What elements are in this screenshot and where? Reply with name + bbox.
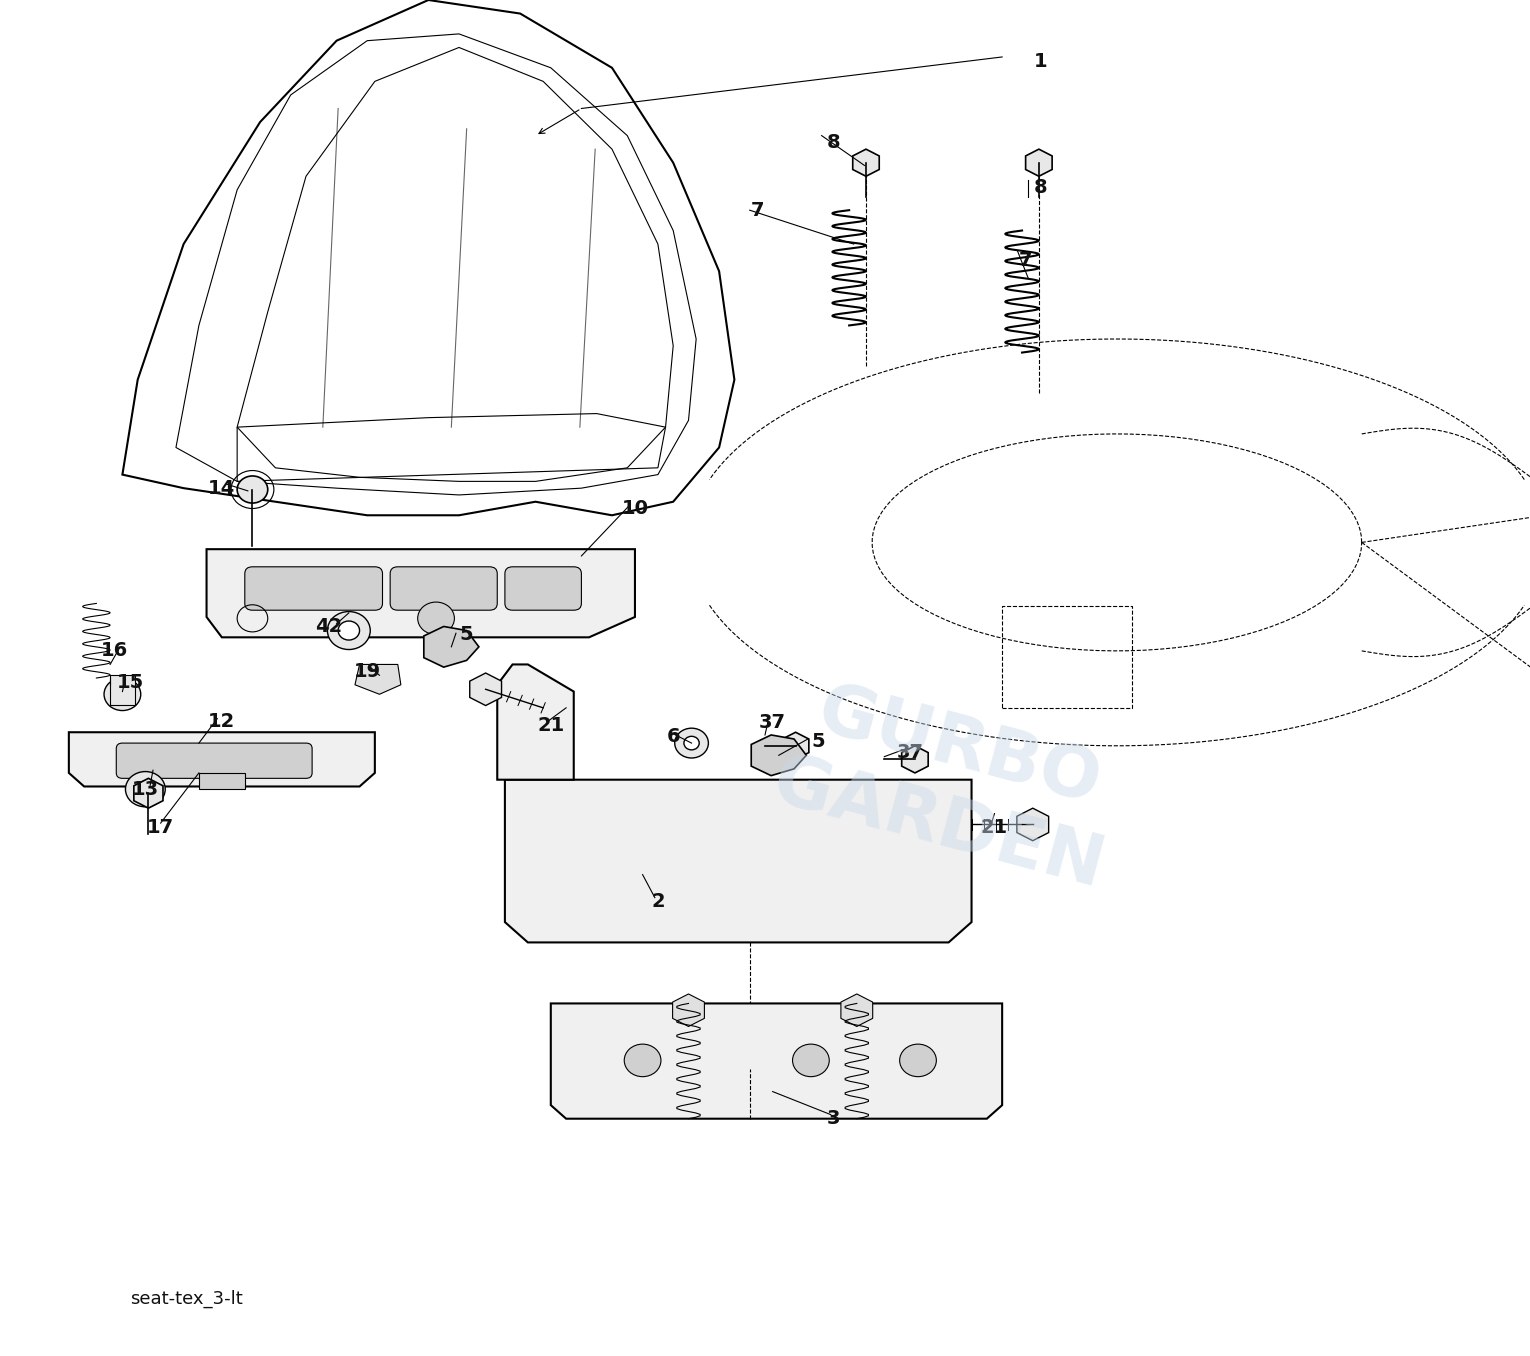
Polygon shape <box>782 732 809 759</box>
Text: 2: 2 <box>652 892 664 911</box>
Text: 12: 12 <box>208 712 236 731</box>
Text: 17: 17 <box>147 818 174 837</box>
FancyBboxPatch shape <box>505 567 581 610</box>
Circle shape <box>104 678 141 711</box>
Circle shape <box>125 772 165 807</box>
Text: 3: 3 <box>828 1109 840 1128</box>
Circle shape <box>793 1044 829 1077</box>
Text: 8: 8 <box>828 133 840 152</box>
Text: 1: 1 <box>1034 52 1047 71</box>
Polygon shape <box>505 780 972 942</box>
Polygon shape <box>842 994 872 1026</box>
Text: 37: 37 <box>897 743 924 762</box>
Polygon shape <box>470 673 502 705</box>
Text: 8: 8 <box>1034 178 1047 197</box>
Text: 7: 7 <box>1019 251 1031 270</box>
Bar <box>110 675 135 705</box>
FancyBboxPatch shape <box>390 567 497 610</box>
Circle shape <box>327 612 370 650</box>
Circle shape <box>684 736 699 750</box>
Polygon shape <box>852 149 880 176</box>
Text: 14: 14 <box>208 479 236 498</box>
Text: 15: 15 <box>116 673 144 692</box>
FancyBboxPatch shape <box>245 567 382 610</box>
Polygon shape <box>199 773 245 789</box>
FancyBboxPatch shape <box>116 743 312 778</box>
Bar <box>1002 606 1132 708</box>
Polygon shape <box>1025 149 1053 176</box>
Text: 7: 7 <box>751 201 763 220</box>
Polygon shape <box>751 735 806 776</box>
Text: 10: 10 <box>621 499 649 518</box>
Text: 6: 6 <box>667 727 679 746</box>
Text: 42: 42 <box>315 617 343 636</box>
Polygon shape <box>133 778 164 808</box>
Polygon shape <box>355 664 401 694</box>
Polygon shape <box>1017 808 1048 841</box>
Circle shape <box>418 602 454 635</box>
Polygon shape <box>551 1003 1002 1119</box>
Circle shape <box>900 1044 936 1077</box>
Text: 21: 21 <box>981 818 1008 837</box>
Circle shape <box>624 1044 661 1077</box>
Text: seat-tex_3-lt: seat-tex_3-lt <box>130 1290 243 1309</box>
Polygon shape <box>673 994 704 1026</box>
Text: 5: 5 <box>461 625 473 644</box>
Text: 19: 19 <box>353 662 381 681</box>
Circle shape <box>136 781 155 797</box>
Circle shape <box>338 621 360 640</box>
Polygon shape <box>207 549 635 637</box>
Circle shape <box>237 476 268 503</box>
Polygon shape <box>424 626 479 667</box>
Polygon shape <box>901 746 929 773</box>
Text: GURBO
GARDEN: GURBO GARDEN <box>765 670 1132 903</box>
Text: 13: 13 <box>132 780 159 799</box>
Text: 5: 5 <box>812 732 825 751</box>
Circle shape <box>675 728 708 758</box>
Polygon shape <box>497 664 574 780</box>
Text: 21: 21 <box>537 716 565 735</box>
Circle shape <box>113 686 132 702</box>
Text: 37: 37 <box>759 713 786 732</box>
Polygon shape <box>69 732 375 786</box>
Text: 16: 16 <box>101 641 129 660</box>
